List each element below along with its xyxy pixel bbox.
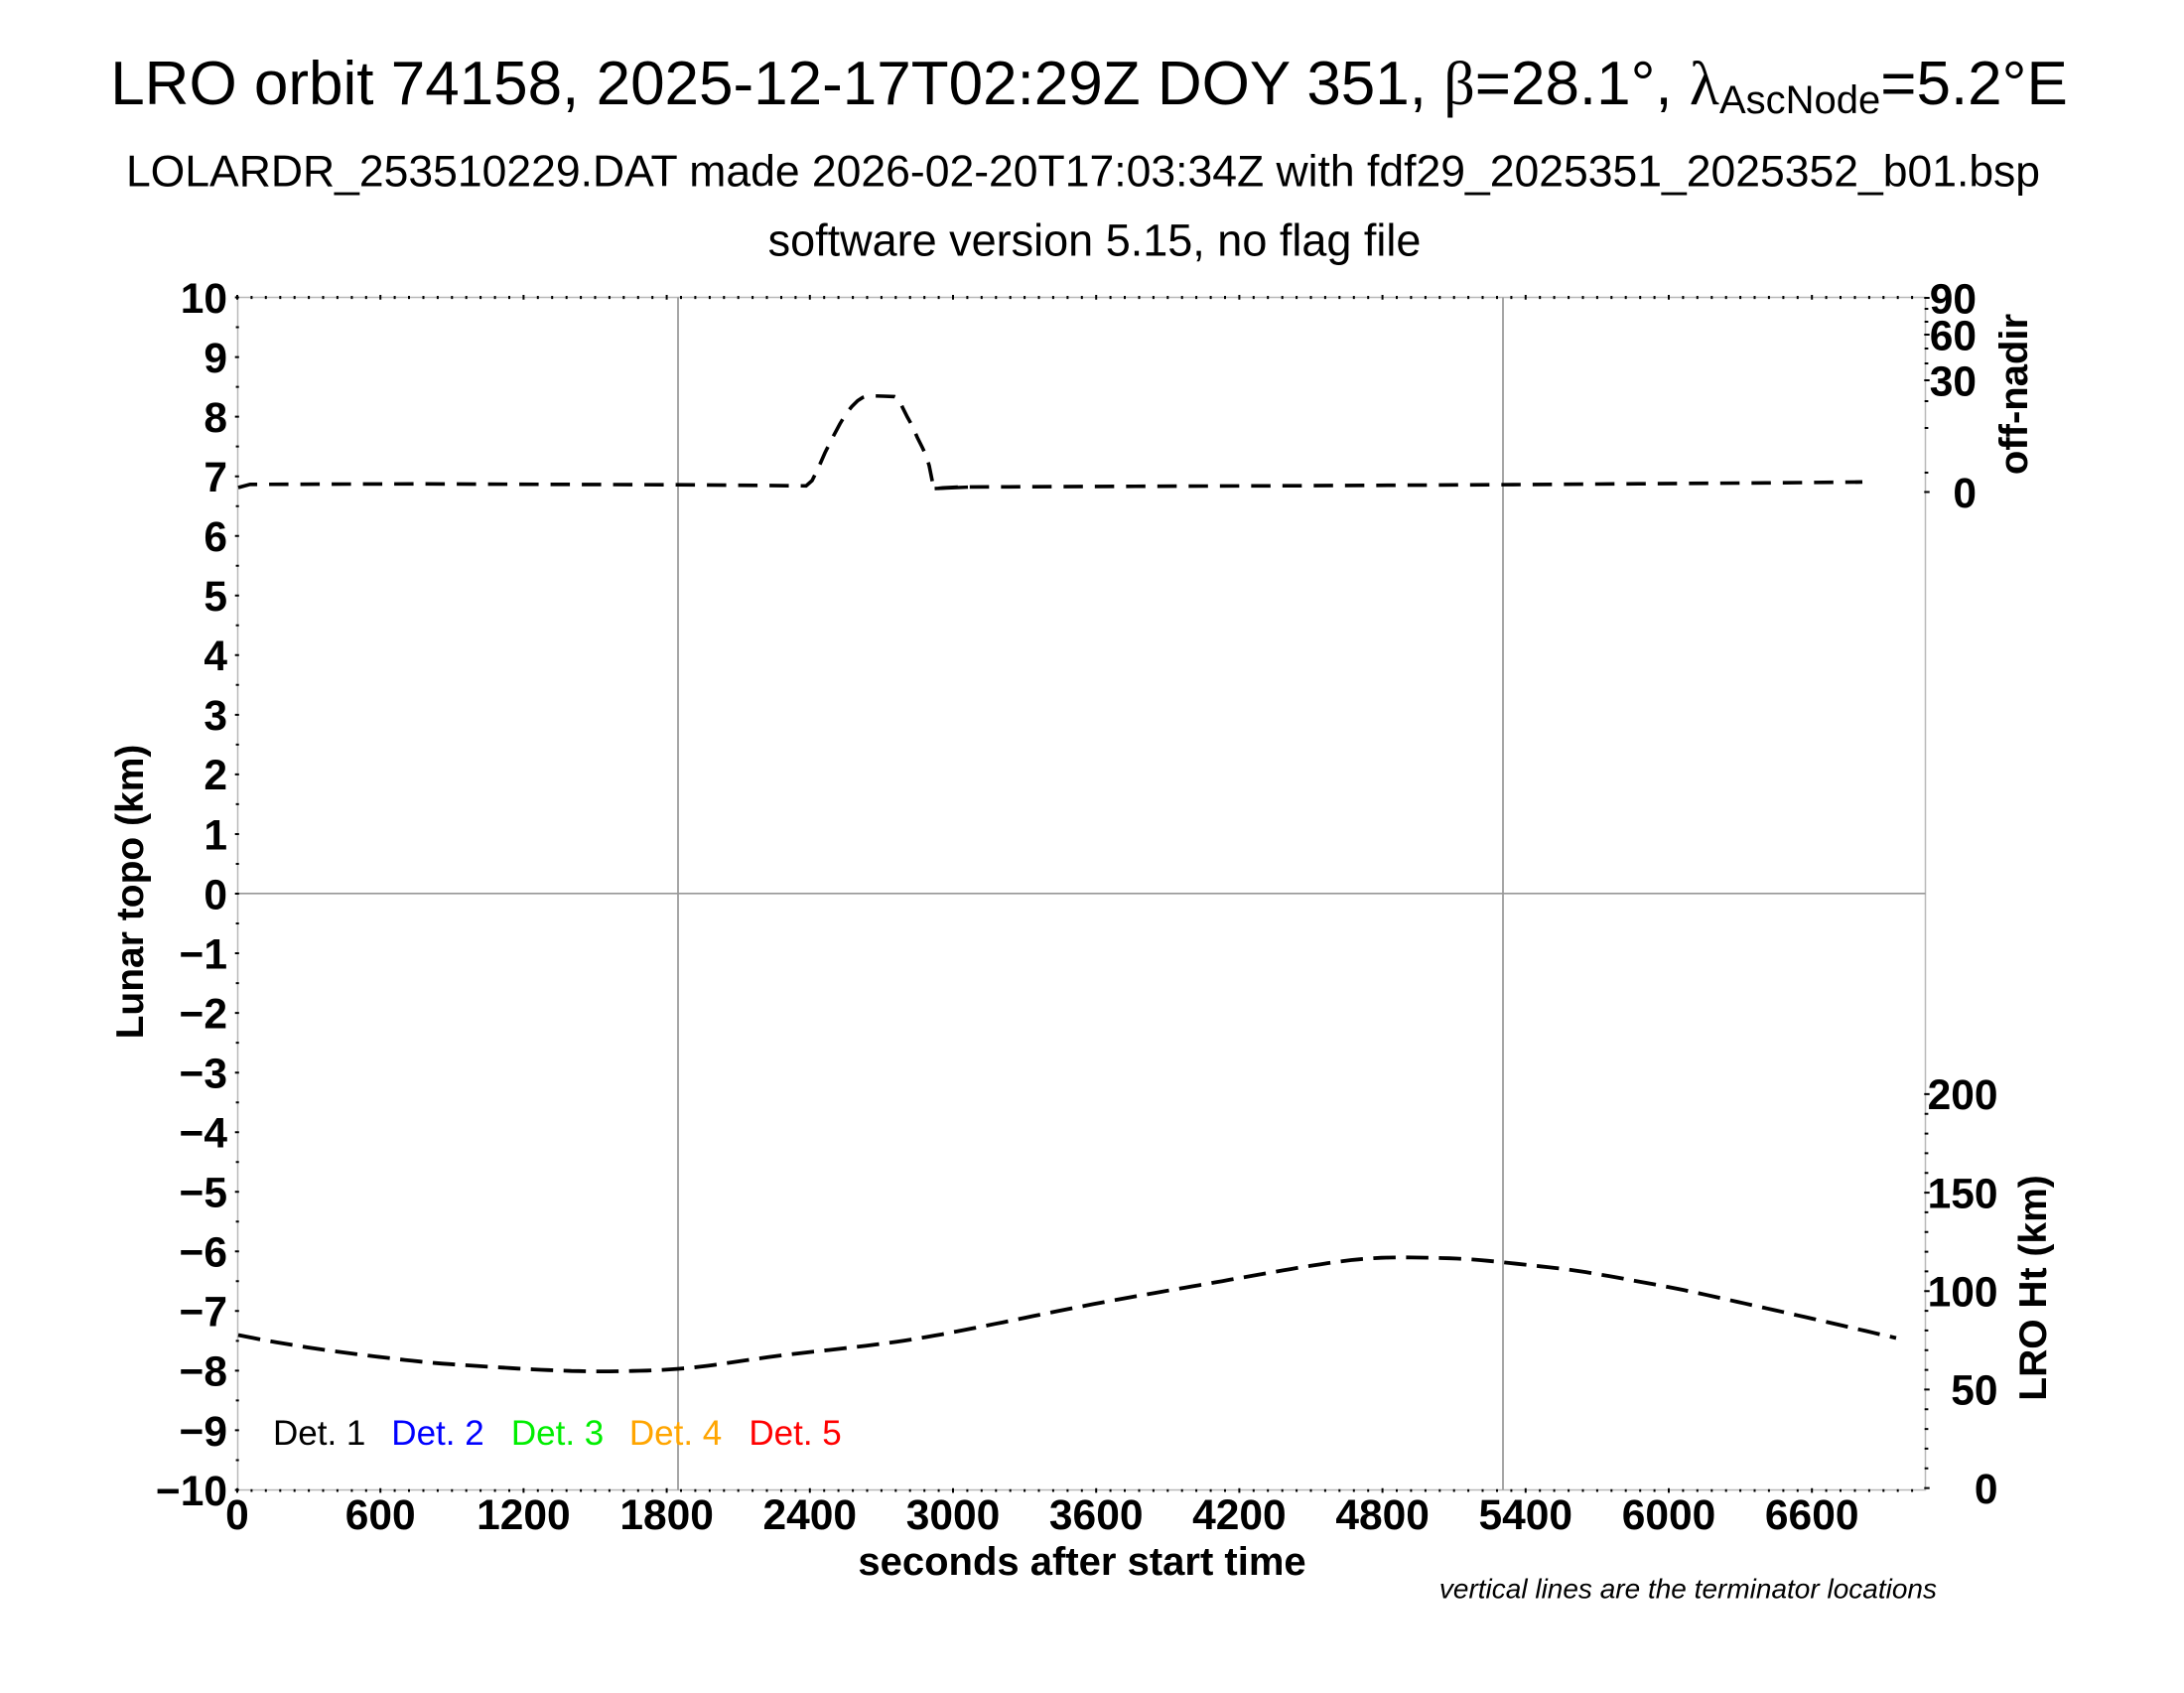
svg-text:software version 5.15, no flag: software version 5.15, no flag file	[768, 215, 1422, 266]
svg-text:1200: 1200	[477, 1492, 571, 1539]
svg-text:0: 0	[1953, 471, 1977, 517]
svg-text:4200: 4200	[1192, 1492, 1287, 1539]
svg-text:3: 3	[204, 693, 227, 740]
svg-text:−6: −6	[180, 1230, 227, 1277]
svg-text:200: 200	[1928, 1072, 1998, 1119]
svg-text:−8: −8	[180, 1349, 227, 1396]
svg-text:3000: 3000	[906, 1492, 1001, 1539]
svg-text:−1: −1	[180, 931, 227, 978]
svg-text:seconds after start time: seconds after start time	[858, 1540, 1305, 1584]
svg-text:6: 6	[204, 514, 227, 561]
svg-text:Det. 1: Det. 1	[273, 1414, 365, 1453]
svg-text:0: 0	[204, 872, 227, 918]
svg-text:LRO orbit 74158, 2025-12-17T02: LRO orbit 74158, 2025-12-17T02:29Z DOY 3…	[110, 50, 2068, 122]
svg-text:10: 10	[181, 276, 227, 323]
svg-text:LOLARDR_253510229.DAT made 202: LOLARDR_253510229.DAT made 2026-02-20T17…	[126, 148, 2040, 197]
svg-text:vertical lines are the termina: vertical lines are the terminator locati…	[1439, 1574, 1937, 1605]
svg-text:4: 4	[204, 634, 227, 680]
svg-text:600: 600	[345, 1492, 416, 1539]
svg-text:7: 7	[204, 455, 227, 501]
svg-text:5400: 5400	[1479, 1492, 1573, 1539]
svg-text:−7: −7	[180, 1290, 227, 1337]
svg-text:0: 0	[1975, 1467, 1998, 1513]
svg-text:LRO Ht (km): LRO Ht (km)	[2012, 1175, 2055, 1401]
svg-text:1: 1	[204, 812, 227, 859]
svg-text:30: 30	[1930, 358, 1977, 405]
svg-text:Det. 2: Det. 2	[391, 1414, 483, 1453]
svg-text:Det. 4: Det. 4	[629, 1414, 722, 1453]
svg-text:6600: 6600	[1765, 1492, 1859, 1539]
svg-text:Det. 5: Det. 5	[749, 1414, 841, 1453]
svg-text:−5: −5	[180, 1171, 227, 1217]
svg-text:100: 100	[1928, 1270, 1998, 1317]
svg-text:−10: −10	[156, 1469, 227, 1515]
svg-text:1800: 1800	[619, 1492, 714, 1539]
svg-text:−2: −2	[180, 991, 227, 1038]
svg-text:60: 60	[1930, 313, 1977, 359]
svg-text:−9: −9	[180, 1409, 227, 1456]
svg-text:9: 9	[204, 336, 227, 382]
svg-text:−4: −4	[180, 1111, 228, 1158]
svg-text:8: 8	[204, 395, 227, 442]
svg-text:2400: 2400	[763, 1492, 858, 1539]
svg-text:5: 5	[204, 574, 227, 621]
svg-text:off-nadir: off-nadir	[1992, 314, 2036, 475]
svg-text:2: 2	[204, 753, 227, 799]
svg-text:−3: −3	[180, 1051, 227, 1097]
svg-text:4800: 4800	[1335, 1492, 1430, 1539]
svg-text:Det. 3: Det. 3	[511, 1414, 604, 1453]
svg-text:0: 0	[225, 1492, 249, 1539]
svg-text:50: 50	[1951, 1368, 1997, 1415]
svg-text:3600: 3600	[1049, 1492, 1144, 1539]
svg-text:90: 90	[1930, 276, 1977, 323]
svg-text:150: 150	[1928, 1171, 1998, 1217]
svg-text:Lunar topo (km): Lunar topo (km)	[109, 745, 152, 1040]
svg-text:6000: 6000	[1622, 1492, 1716, 1539]
